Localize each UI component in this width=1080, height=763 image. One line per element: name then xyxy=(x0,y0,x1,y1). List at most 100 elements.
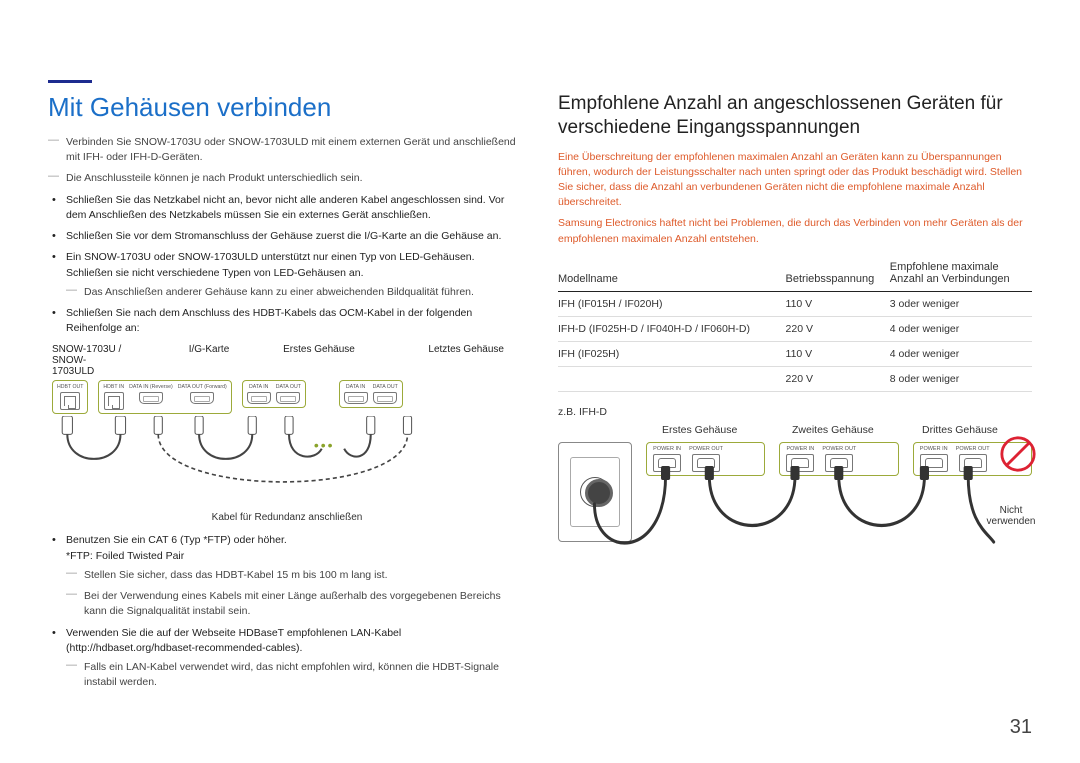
intro-note-2: Die Anschlussteile können je nach Produk… xyxy=(66,171,522,186)
cell: IFH (IF025H) xyxy=(558,341,786,366)
unit-last-cabinet: DATA IN DATA OUT xyxy=(339,380,403,408)
hdmi-icon xyxy=(190,392,214,404)
iec-icon xyxy=(920,454,948,472)
ellipsis-icon: ••• xyxy=(314,437,335,453)
cell: 8 oder weniger xyxy=(890,366,1032,391)
right-heading: Empfohlene Anzahl an angeschlossenen Ger… xyxy=(558,92,1032,140)
label-igcard: I/G-Karte xyxy=(124,344,264,377)
table-row: IFH (IF025H)110 V4 oder weniger xyxy=(558,341,1032,366)
unit-igcard: HDBT IN DATA IN (Reverse) DATA OUT (Forw… xyxy=(98,380,231,414)
power-in-label: POWER IN xyxy=(653,446,681,452)
table-row: IFH (IF015H / IF020H)110 V3 oder weniger xyxy=(558,291,1032,316)
power-out-label: POWER OUT xyxy=(956,446,990,452)
table-row: IFH-D (IF025H-D / IF040H-D / IF060H-D)22… xyxy=(558,316,1032,341)
table-row: 220 V8 oder weniger xyxy=(558,366,1032,391)
cell: 110 V xyxy=(786,341,890,366)
cabinet-1: POWER IN POWER OUT xyxy=(646,442,765,476)
cell xyxy=(558,366,786,391)
port-hdbt-out: HDBT OUT xyxy=(57,384,83,410)
port-data-in-rev-label: DATA IN (Reverse) xyxy=(129,384,173,390)
port-data-out-fwd-label: DATA OUT (Forward) xyxy=(178,384,227,390)
bullet-3-text: Ein SNOW-1703U oder SNOW-1703ULD unterst… xyxy=(66,251,475,278)
bullet-3: Ein SNOW-1703U oder SNOW-1703ULD unterst… xyxy=(66,250,522,300)
rj45-icon xyxy=(104,392,124,410)
two-column-layout: Mit Gehäusen verbinden Verbinden Sie SNO… xyxy=(48,92,1032,696)
cell: 4 oder weniger xyxy=(890,316,1032,341)
port-data-in-1: DATA IN xyxy=(247,384,271,404)
th-model: Modellname xyxy=(558,255,786,292)
bullet-3-sub: Das Anschließen anderer Gehäuse kann zu … xyxy=(66,285,522,300)
port-data-in-label: DATA IN xyxy=(346,384,365,390)
iec-icon xyxy=(786,454,814,472)
cell: 3 oder weniger xyxy=(890,291,1032,316)
port-data-in-rev: DATA IN (Reverse) xyxy=(129,384,173,404)
bullet-3-subnote: Das Anschließen anderer Gehäuse kann zu … xyxy=(84,285,522,300)
procedure-list-2: Benutzen Sie ein CAT 6 (Typ *FTP) oder h… xyxy=(48,533,522,690)
cell: 4 oder weniger xyxy=(890,341,1032,366)
left-heading: Mit Gehäusen verbinden xyxy=(48,92,522,123)
cable-overlay xyxy=(52,416,522,512)
diagram-header-labels: SNOW-1703U / SNOW-1703ULD I/G-Karte Erst… xyxy=(52,344,522,377)
redundancy-caption: Kabel für Redundanz anschließen xyxy=(52,512,522,523)
label-last: Letztes Gehäuse xyxy=(374,344,504,377)
cell: IFH-D (IF025H-D / IF040H-D / IF060H-D) xyxy=(558,316,786,341)
bullet-2: Schließen Sie vor dem Stromanschluss der… xyxy=(66,229,522,244)
hdmi-icon xyxy=(344,392,368,404)
prohibit-icon xyxy=(999,435,1037,473)
left-column: Mit Gehäusen verbinden Verbinden Sie SNO… xyxy=(48,92,522,696)
port-data-out-n: DATA OUT xyxy=(373,384,398,404)
hdmi-icon xyxy=(247,392,271,404)
wall-outlet xyxy=(558,442,632,542)
spec-tbody: IFH (IF015H / IF020H)110 V3 oder weniger… xyxy=(558,291,1032,391)
rj45-icon xyxy=(60,392,80,410)
iec-icon xyxy=(959,454,987,472)
port-hdbt-in-label: HDBT IN xyxy=(103,384,124,390)
port-data-in-n: DATA IN xyxy=(344,384,368,404)
warning-liability: Samsung Electronics haftet nicht bei Pro… xyxy=(558,216,1032,246)
pd-header-labels: Erstes Gehäuse Zweites Gehäuse Drittes G… xyxy=(662,424,1032,436)
cell: 220 V xyxy=(786,316,890,341)
page-number: 31 xyxy=(1010,716,1032,739)
port-hdbt-in: HDBT IN xyxy=(103,384,124,410)
cat6-subnotes: Stellen Sie sicher, dass das HDBT-Kabel … xyxy=(66,568,522,620)
port-data-out-label: DATA OUT xyxy=(373,384,398,390)
bullet-cat6-text: Benutzen Sie ein CAT 6 (Typ *FTP) oder h… xyxy=(66,534,287,561)
port-data-out-fwd: DATA OUT (Forward) xyxy=(178,384,227,404)
bullet-ocvm: Schließen Sie nach dem Anschluss des HDB… xyxy=(66,306,522,336)
port-data-in-label: DATA IN xyxy=(249,384,268,390)
unit-first-cabinet: DATA IN DATA OUT xyxy=(242,380,306,408)
bullet-hdbaset-text: Verwenden Sie die auf der Webseite HDBas… xyxy=(66,627,401,654)
bullet-1: Schließen Sie das Netzkabel nicht an, be… xyxy=(66,193,522,223)
cat6-note-1: Stellen Sie sicher, dass das HDBT-Kabel … xyxy=(84,568,522,583)
cabinet-2: POWER IN POWER OUT xyxy=(779,442,898,476)
label-snow: SNOW-1703U / SNOW-1703ULD xyxy=(52,344,124,377)
intro-note-1: Verbinden Sie SNOW-1703U oder SNOW-1703U… xyxy=(66,135,522,165)
port-hdbt-out-label: HDBT OUT xyxy=(57,384,83,390)
cat6-note-2: Bei der Verwendung eines Kabels mit eine… xyxy=(84,589,522,619)
plug-icon xyxy=(585,479,613,507)
cabinet-3: POWER IN POWER OUT Nicht verwenden xyxy=(913,442,1032,476)
device-row: HDBT OUT HDBT IN DATA IN (Reverse) xyxy=(52,380,522,510)
intro-notes: Verbinden Sie SNOW-1703U oder SNOW-1703U… xyxy=(48,135,522,187)
iec-icon xyxy=(692,454,720,472)
pd-label-2: Zweites Gehäuse xyxy=(792,424,902,436)
example-label: z.B. IFH-D xyxy=(558,406,1032,418)
bullet-cat6: Benutzen Sie ein CAT 6 (Typ *FTP) oder h… xyxy=(66,533,522,619)
connection-diagram: SNOW-1703U / SNOW-1703ULD I/G-Karte Erst… xyxy=(52,344,522,523)
power-in-label: POWER IN xyxy=(920,446,948,452)
hdbaset-note: Falls ein LAN-Kabel verwendet wird, das … xyxy=(84,660,522,690)
port-data-out-1: DATA OUT xyxy=(276,384,301,404)
th-voltage: Betriebsspannung xyxy=(786,255,890,292)
procedure-list-1: Schließen Sie das Netzkabel nicht an, be… xyxy=(48,193,522,337)
unit-snow: HDBT OUT xyxy=(52,380,88,414)
hdmi-icon xyxy=(139,392,163,404)
page-accent-bar xyxy=(48,80,92,83)
cell: 220 V xyxy=(786,366,890,391)
bullet-hdbaset: Verwenden Sie die auf der Webseite HDBas… xyxy=(66,626,522,691)
iec-icon xyxy=(653,454,681,472)
pd-label-1: Erstes Gehäuse xyxy=(662,424,772,436)
right-column: Empfohlene Anzahl an angeschlossenen Ger… xyxy=(558,92,1032,696)
pd-row: POWER IN POWER OUT POWER IN POWER OUT PO… xyxy=(558,442,1032,582)
iec-icon xyxy=(825,454,853,472)
hdmi-icon xyxy=(276,392,300,404)
